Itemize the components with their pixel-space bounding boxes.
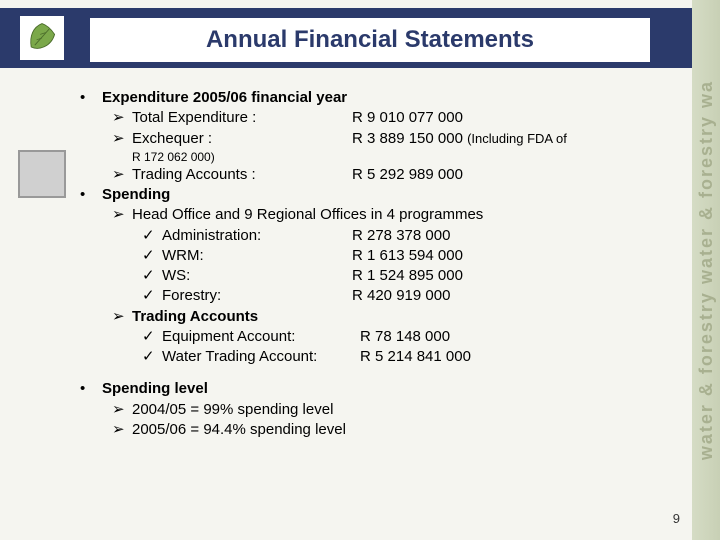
item-value: R 420 919 000 [352, 286, 450, 306]
spending-office-line: ➢ Head Office and 9 Regional Offices in … [80, 205, 680, 225]
check-bullet: ✓ [140, 286, 162, 306]
item-label: Exchequer : [132, 129, 352, 149]
bullet-dot: • [80, 379, 102, 399]
arrow-bullet: ➢ [110, 307, 132, 327]
expenditure-item: ➢ Exchequer : R 3 889 150 000 (Including… [80, 129, 680, 149]
arrow-bullet: ➢ [110, 129, 132, 149]
trading-heading: Trading Accounts [132, 307, 258, 327]
fda-note: R 172 062 000) [80, 149, 680, 165]
item-label: Total Expenditure : [132, 108, 352, 128]
title-box: Annual Financial Statements [90, 18, 650, 62]
item-label: WS: [162, 266, 352, 286]
expenditure-item: ➢ Trading Accounts : R 5 292 989 000 [80, 165, 680, 185]
arrow-bullet: ➢ [110, 165, 132, 185]
office-item: ✓ Forestry:R 420 919 000 [80, 286, 680, 306]
arrow-bullet: ➢ [110, 420, 132, 440]
right-sidebar: water & forestry water & forestry wa [692, 0, 720, 540]
item-value: R 1 524 895 000 [352, 266, 463, 286]
expenditure-heading: Expenditure 2005/06 financial year [102, 88, 347, 108]
leaf-icon [24, 20, 60, 56]
office-item: ✓ WRM:R 1 613 594 000 [80, 246, 680, 266]
item-value: R 3 889 150 000 [352, 130, 467, 147]
spending-level-heading: Spending level [102, 379, 208, 399]
page-title: Annual Financial Statements [206, 26, 534, 54]
level-item: ➢ 2005/06 = 94.4% spending level [80, 420, 680, 440]
item-label: Equipment Account: [162, 327, 360, 347]
item-value: R 1 613 594 000 [352, 246, 463, 266]
item-value: R 278 378 000 [352, 226, 450, 246]
trading-accounts-heading-row: ➢ Trading Accounts [80, 307, 680, 327]
arrow-bullet: ➢ [110, 108, 132, 128]
leaf-icon-box [18, 14, 66, 62]
item-label: WRM: [162, 246, 352, 266]
check-bullet: ✓ [140, 266, 162, 286]
sidebar-watermark: water & forestry water & forestry wa [696, 80, 717, 460]
office-item: ✓ Administration:R 278 378 000 [80, 226, 680, 246]
level-item: ➢ 2004/05 = 99% spending level [80, 400, 680, 420]
arrow-bullet: ➢ [110, 400, 132, 420]
office-line-text: Head Office and 9 Regional Offices in 4 … [132, 205, 483, 225]
section-spending: • Spending [80, 185, 680, 205]
bullet-dot: • [80, 185, 102, 205]
bullet-dot: • [80, 88, 102, 108]
item-label: Water Trading Account: [162, 347, 360, 367]
level-text: 2005/06 = 94.4% spending level [132, 420, 346, 440]
trading-item: ✓ Water Trading Account:R 5 214 841 000 [80, 347, 680, 367]
check-bullet: ✓ [140, 226, 162, 246]
expenditure-item: ➢ Total Expenditure : R 9 010 077 000 [80, 108, 680, 128]
page-number: 9 [673, 511, 680, 526]
item-label: Forestry: [162, 286, 352, 306]
check-bullet: ✓ [140, 246, 162, 266]
item-value: R 5 214 841 000 [360, 347, 471, 367]
level-text: 2004/05 = 99% spending level [132, 400, 333, 420]
item-label: Trading Accounts : [132, 165, 352, 185]
trading-item: ✓ Equipment Account: R 78 148 000 [80, 327, 680, 347]
spending-heading: Spending [102, 185, 170, 205]
item-tail: (Including FDA of [467, 131, 567, 146]
item-value: R 5 292 989 000 [352, 165, 463, 185]
item-label: Administration: [162, 226, 352, 246]
gray-icon-box [18, 150, 66, 198]
arrow-bullet: ➢ [110, 205, 132, 225]
check-bullet: ✓ [140, 347, 162, 367]
section-spending-level: • Spending level [80, 379, 680, 399]
content: • Expenditure 2005/06 financial year ➢ T… [80, 88, 680, 440]
check-bullet: ✓ [140, 327, 162, 347]
office-item: ✓ WS:R 1 524 895 000 [80, 266, 680, 286]
section-expenditure: • Expenditure 2005/06 financial year [80, 88, 680, 108]
item-value: R 78 148 000 [360, 327, 450, 347]
item-value: R 9 010 077 000 [352, 108, 463, 128]
